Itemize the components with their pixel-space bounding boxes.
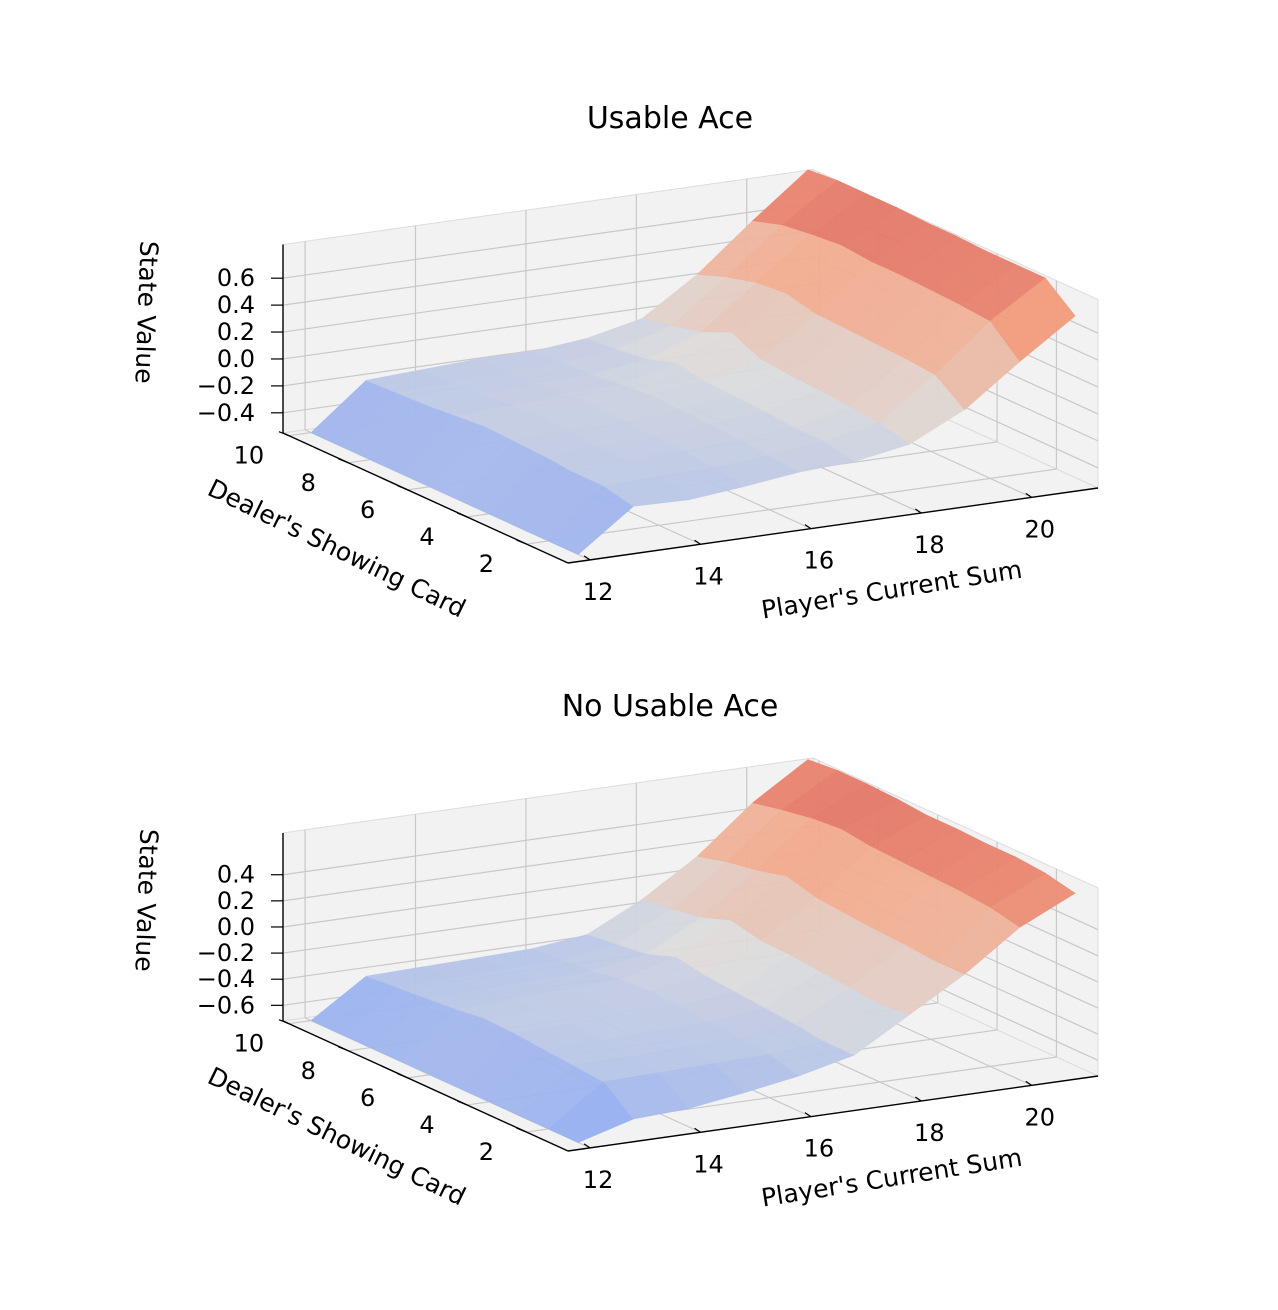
chart-title: Usable Ace bbox=[587, 101, 753, 136]
x-tick-label: 12 bbox=[583, 1166, 614, 1194]
z-tick-label: −0.6 bbox=[197, 991, 255, 1019]
y-tick-label: 6 bbox=[360, 496, 375, 524]
y-tick bbox=[278, 1019, 290, 1025]
x-tick-label: 16 bbox=[804, 1135, 835, 1163]
z-tick-label: 0.0 bbox=[217, 913, 255, 941]
y-tick bbox=[456, 512, 468, 518]
y-tick-label: 8 bbox=[301, 469, 316, 497]
y-tick-label: 4 bbox=[419, 1111, 434, 1139]
chart-title: No Usable Ace bbox=[562, 689, 779, 724]
subplot-1: 12 14 16 18 20 2 4 6 8 10 −0.4−0.20.00.20.40.6 Usab… bbox=[130, 101, 1100, 625]
z-tick-label: 0.0 bbox=[217, 345, 255, 373]
grid-line bbox=[282, 229, 814, 306]
y-tick bbox=[456, 1100, 468, 1106]
x-tick bbox=[694, 539, 701, 545]
y-tick-label: 4 bbox=[419, 523, 434, 551]
x-axis-label: Player's Current Sum bbox=[759, 555, 1024, 625]
z-tick-label: 0.2 bbox=[217, 318, 255, 346]
z-tick-label: 0.6 bbox=[217, 264, 255, 292]
y-tick bbox=[278, 431, 290, 437]
y-tick bbox=[516, 1127, 527, 1133]
z-tick-label: 0.4 bbox=[217, 861, 255, 889]
grid-line bbox=[526, 468, 1057, 545]
z-axis-label: State Value bbox=[130, 828, 164, 972]
x-tick-label: 16 bbox=[804, 547, 835, 575]
x-tick-label: 18 bbox=[914, 531, 945, 559]
y-tick bbox=[397, 1073, 408, 1079]
y-tick bbox=[397, 485, 408, 491]
y-tick-label: 2 bbox=[479, 1138, 494, 1166]
x-tick-label: 18 bbox=[914, 1119, 945, 1147]
x-tick bbox=[804, 524, 812, 530]
y-tick-label: 10 bbox=[234, 442, 265, 470]
surface-patch bbox=[989, 277, 1076, 362]
x-tick bbox=[694, 1127, 701, 1133]
x-tick bbox=[583, 1143, 591, 1149]
x-axis-line bbox=[567, 487, 1099, 564]
x-tick bbox=[915, 508, 922, 514]
z-tick-label: 0.4 bbox=[217, 291, 255, 319]
z-axis-label: State Value bbox=[130, 240, 164, 384]
x-tick-label: 14 bbox=[693, 1150, 724, 1178]
z-tick-label: −0.2 bbox=[197, 372, 255, 400]
x-tick-label: 20 bbox=[1024, 515, 1055, 543]
x-tick bbox=[1025, 492, 1033, 498]
z-tick-label: −0.4 bbox=[197, 965, 255, 993]
y-tick bbox=[516, 539, 527, 545]
y-tick-label: 2 bbox=[479, 550, 494, 578]
grid-line bbox=[282, 799, 814, 876]
x-tick-label: 14 bbox=[693, 562, 724, 590]
y-tick-label: 6 bbox=[360, 1084, 375, 1112]
y-tick bbox=[338, 1046, 349, 1052]
y-tick bbox=[338, 458, 349, 464]
subplot-2: 12 14 16 18 20 2 4 6 8 10 −0.6−0.4−0.20.00.20.4 No … bbox=[130, 689, 1100, 1213]
z-tick-label: 0.2 bbox=[217, 887, 255, 915]
z-tick-label: −0.4 bbox=[197, 399, 255, 427]
y-tick-label: 8 bbox=[301, 1057, 316, 1085]
x-tick bbox=[804, 1112, 812, 1118]
surface-patch bbox=[989, 872, 1076, 928]
x-axis-line bbox=[567, 1075, 1099, 1152]
x-tick bbox=[915, 1096, 922, 1102]
z-tick-label: −0.2 bbox=[197, 939, 255, 967]
x-tick-label: 20 bbox=[1024, 1103, 1055, 1131]
grid-line bbox=[282, 202, 814, 279]
x-axis-label: Player's Current Sum bbox=[759, 1143, 1024, 1213]
x-tick bbox=[1025, 1080, 1033, 1086]
y-tick-label: 10 bbox=[234, 1030, 265, 1058]
x-tick-label: 12 bbox=[583, 578, 614, 606]
x-tick bbox=[583, 555, 591, 561]
